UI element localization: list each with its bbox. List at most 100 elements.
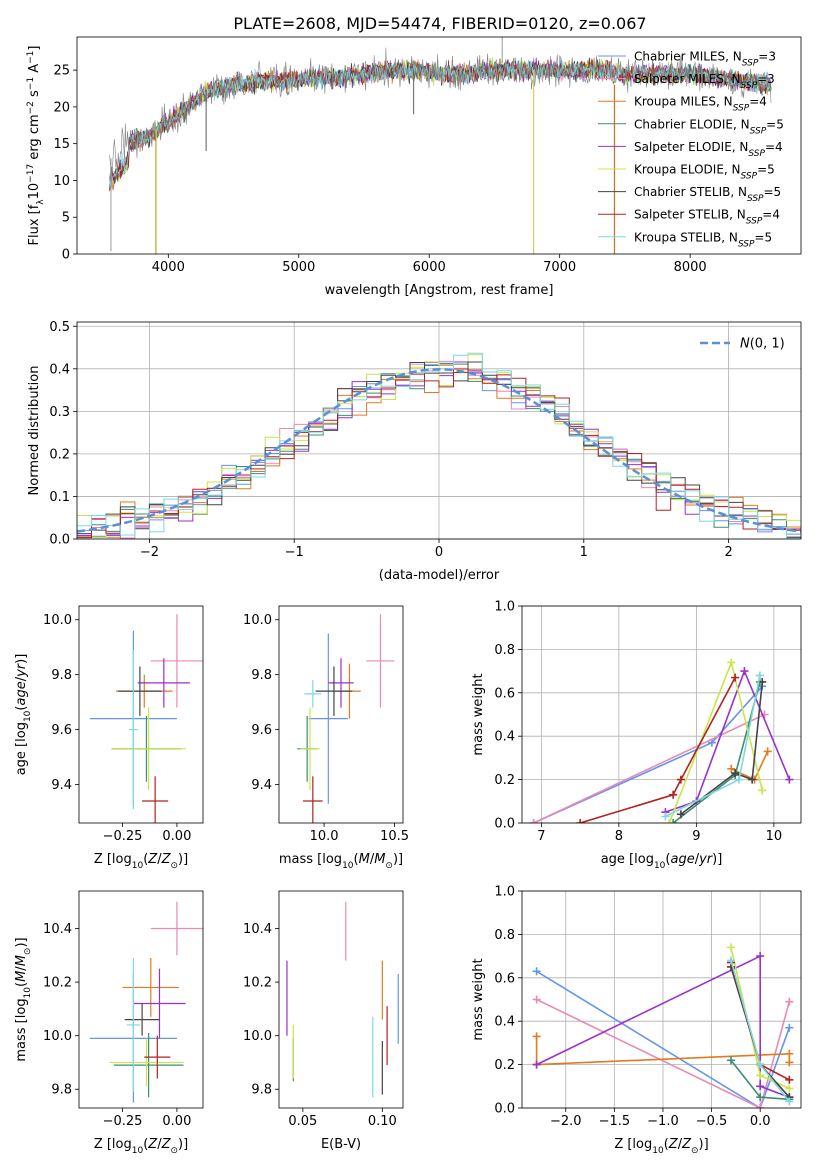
errorbar-point <box>124 1003 160 1036</box>
errorbar-point <box>137 658 190 708</box>
y-tick-label: 10.4 <box>43 922 72 937</box>
x-tick-label: 2 <box>724 545 732 560</box>
errorbar-point <box>122 957 180 1017</box>
label-part: SSP <box>733 104 750 114</box>
normal-curve <box>77 368 801 533</box>
weight-marker <box>756 952 765 961</box>
label-part: Kroupa STELIB, N <box>634 230 738 244</box>
label-part: / <box>695 852 700 867</box>
label-part: −1 <box>26 77 36 90</box>
x-axis-label: Z [log10(Z/Z⊙)] <box>614 1137 708 1156</box>
label-part: E(B-V) <box>321 1137 361 1152</box>
y-tick-label: 0.3 <box>49 405 70 420</box>
label-part: 10 <box>652 1146 664 1156</box>
label-part: =4 <box>765 140 783 154</box>
x-tick-label: 7000 <box>543 260 576 275</box>
y-tick-label: 9.4 <box>251 778 272 793</box>
x-tick-label: 10.0 <box>310 829 339 844</box>
y-tick-label: 10.0 <box>43 613 72 628</box>
y-tick-label: 20 <box>53 100 70 115</box>
errorbar-point <box>118 666 162 716</box>
errorbar-point <box>328 658 354 708</box>
axes-residuals: −2 −1 0 1 2 0.0 0.1 0.2 0.3 0.4 0.5 (data-model)/er… <box>27 320 802 583</box>
x-tick-label: −1.5 <box>599 1114 631 1129</box>
x-tick-label: 8000 <box>674 260 707 275</box>
label-part: Z [log <box>94 1137 132 1152</box>
label-part: Z [log <box>94 852 132 867</box>
label-part: SSP <box>748 149 765 159</box>
weight-marker <box>532 1060 541 1069</box>
y-tick-label: 0.2 <box>49 447 70 462</box>
weight-marker <box>669 790 678 799</box>
model-spectrum-line <box>109 59 772 187</box>
weight-marker <box>727 658 736 667</box>
label-part: M <box>359 852 370 867</box>
label-part: Z <box>161 852 172 867</box>
label-part: =3 <box>757 72 775 86</box>
label-part: =5 <box>757 163 775 177</box>
weight-marker <box>758 677 767 686</box>
errorbar-point <box>150 614 203 708</box>
label-part: erg cm <box>27 114 42 163</box>
plot-area-weight_vs_Z <box>532 943 794 1108</box>
y-tick-label: 10.0 <box>243 613 272 628</box>
y-tick-label: 10.0 <box>243 1029 272 1044</box>
y-tick-label: 9.4 <box>51 778 72 793</box>
label-part: / <box>678 1137 683 1152</box>
plot-area-residuals <box>77 352 801 539</box>
label-part: −17 <box>26 164 36 183</box>
x-tick-label: 1 <box>580 545 588 560</box>
plot-layer: 4000 5000 6000 7000 80000510152025wavelength… <box>14 36 802 1156</box>
errorbar-point <box>111 707 186 791</box>
weight-marker <box>735 775 743 784</box>
label-part: )] <box>393 852 403 867</box>
label-part: SSP <box>746 217 763 227</box>
label-part: age <box>670 852 694 867</box>
x-axis-label: mass [log10(M/M⊙)] <box>279 852 403 871</box>
histogram-step <box>77 369 801 539</box>
legend-entry: Chabrier STELIB, NSSP=5 <box>634 185 781 204</box>
label-part: s <box>27 90 42 101</box>
figure-title: PLATE=2608, MJD=54474, FIBERID=0120, z=0… <box>233 14 646 33</box>
legend-entry: Kroupa MILES, NSSP=4 <box>634 95 767 114</box>
label-part: −1 <box>26 51 36 64</box>
y-tick-label: 0.6 <box>494 971 515 986</box>
label-part: )] <box>699 1137 709 1152</box>
weight-marker <box>740 667 749 676</box>
label-part: M <box>14 971 29 982</box>
axes-mass_vs_Z: −0.25 0.009.810.010.210.4Z [log10(Z/Z⊙)]m… <box>14 890 204 1156</box>
x-axis-label: E(B-V) <box>321 1137 361 1152</box>
label-part: Salpeter STELIB, N <box>634 208 746 222</box>
y-tick-label: 9.8 <box>251 1083 272 1098</box>
label-part: SSP <box>741 81 758 91</box>
label-part: Z <box>161 1137 172 1152</box>
label-part: ⊙ <box>23 948 33 956</box>
label-part: Z [log <box>614 1137 652 1152</box>
weight-marker <box>661 812 670 821</box>
label-part: / <box>14 966 29 971</box>
label-part: yr <box>14 662 29 678</box>
legend-entry: N(0, 1) <box>740 337 785 352</box>
x-tick-label: 5000 <box>282 260 315 275</box>
x-tick-label: −0.5 <box>696 1114 728 1129</box>
y-tick-label: 10.0 <box>43 1029 72 1044</box>
y-tick-label: 9.8 <box>51 1083 72 1098</box>
observed-spectrum-line <box>109 47 772 192</box>
errorbar-point <box>308 633 349 804</box>
weight-line <box>533 713 765 823</box>
label-part: =4 <box>762 208 780 222</box>
weight-marker <box>532 1032 541 1041</box>
label-part: Kroupa MILES, N <box>634 95 733 109</box>
plot-area-age_vs_mass <box>297 614 395 823</box>
y-tick-label: 10.4 <box>243 922 272 937</box>
axes-frame <box>278 605 404 824</box>
label-part: )] <box>178 1137 188 1152</box>
weight-marker <box>669 819 678 823</box>
errorbar-point <box>142 776 169 823</box>
label-part: Chabrier MILES, N <box>634 50 742 64</box>
y-tick-label: 15 <box>53 137 70 152</box>
weight-marker <box>785 1023 794 1032</box>
label-part: )] <box>14 937 29 947</box>
x-tick-label: 0.00 <box>162 829 191 844</box>
